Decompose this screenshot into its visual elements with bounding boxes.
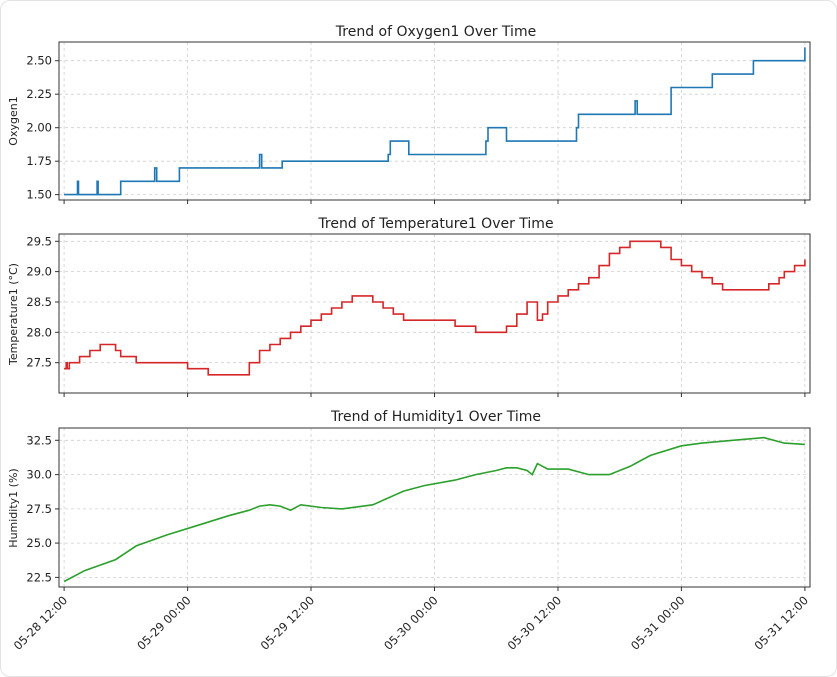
y-tick-label: 25.0 [26,536,52,550]
humidity-grid [59,428,810,591]
x-tick-label: 05-29 12:00 [258,593,318,653]
y-tick-label: 2.00 [26,121,52,135]
oxygen-panel: Trend of Oxygen1 Over Time Oxygen1 1.501… [7,24,811,204]
y-tick-label: 30.0 [26,468,52,482]
y-tick-label: 2.25 [26,87,52,101]
humidity-axes-box [58,427,811,588]
y-tick-label: 28.0 [26,325,52,339]
temperature-series-line [64,240,806,376]
humidity-panel: Trend of Humidity1 Over Time Humidity1 (… [7,409,811,591]
oxygen-axes-box [58,41,811,201]
oxygen-y-ticks: 1.50 1.75 2.00 2.25 2.50 [26,54,59,202]
y-tick-label: 22.5 [26,570,52,584]
oxygen-grid [59,42,810,204]
y-tick-label: 1.75 [26,154,52,168]
x-tick-label: 05-28 12:00 [11,593,71,653]
x-tick-label: 05-30 00:00 [381,593,441,653]
temperature-y-ticks: 27.5 28.0 28.5 29.0 29.5 [26,234,59,370]
y-tick-label: 2.50 [26,54,52,68]
temperature-grid [59,234,810,397]
y-tick-label: 28.5 [26,295,52,309]
temperature-axes-box [58,233,811,394]
x-tick-label: 05-31 12:00 [751,593,811,653]
oxygen-ylabel: Oxygen1 [7,96,20,145]
humidity-series-line [63,436,805,583]
x-tick-label: 05-30 12:00 [505,593,565,653]
y-tick-label: 1.50 [26,188,52,202]
y-tick-label: 27.5 [26,356,52,370]
temperature-ylabel: Temperature1 (°C) [7,263,20,366]
humidity-y-ticks: 22.5 25.0 27.5 30.0 32.5 [26,433,59,584]
temperature-panel: Trend of Temperature1 Over Time Temperat… [7,216,811,397]
humidity-ylabel: Humidity1 (%) [7,468,20,547]
oxygen-title: Trend of Oxygen1 Over Time [335,24,536,40]
x-axis-ticks: 05-28 12:00 05-29 00:00 05-29 12:00 05-30 0… [11,593,811,653]
x-tick-label: 05-29 00:00 [134,593,194,653]
oxygen-series-line [64,47,806,196]
y-tick-label: 29.5 [26,234,52,248]
y-tick-label: 27.5 [26,502,52,516]
humidity-title: Trend of Humidity1 Over Time [330,409,541,425]
y-tick-label: 32.5 [26,433,52,447]
x-tick-label: 05-31 00:00 [628,593,688,653]
temperature-title: Trend of Temperature1 Over Time [317,216,553,232]
y-tick-label: 29.0 [26,265,52,279]
